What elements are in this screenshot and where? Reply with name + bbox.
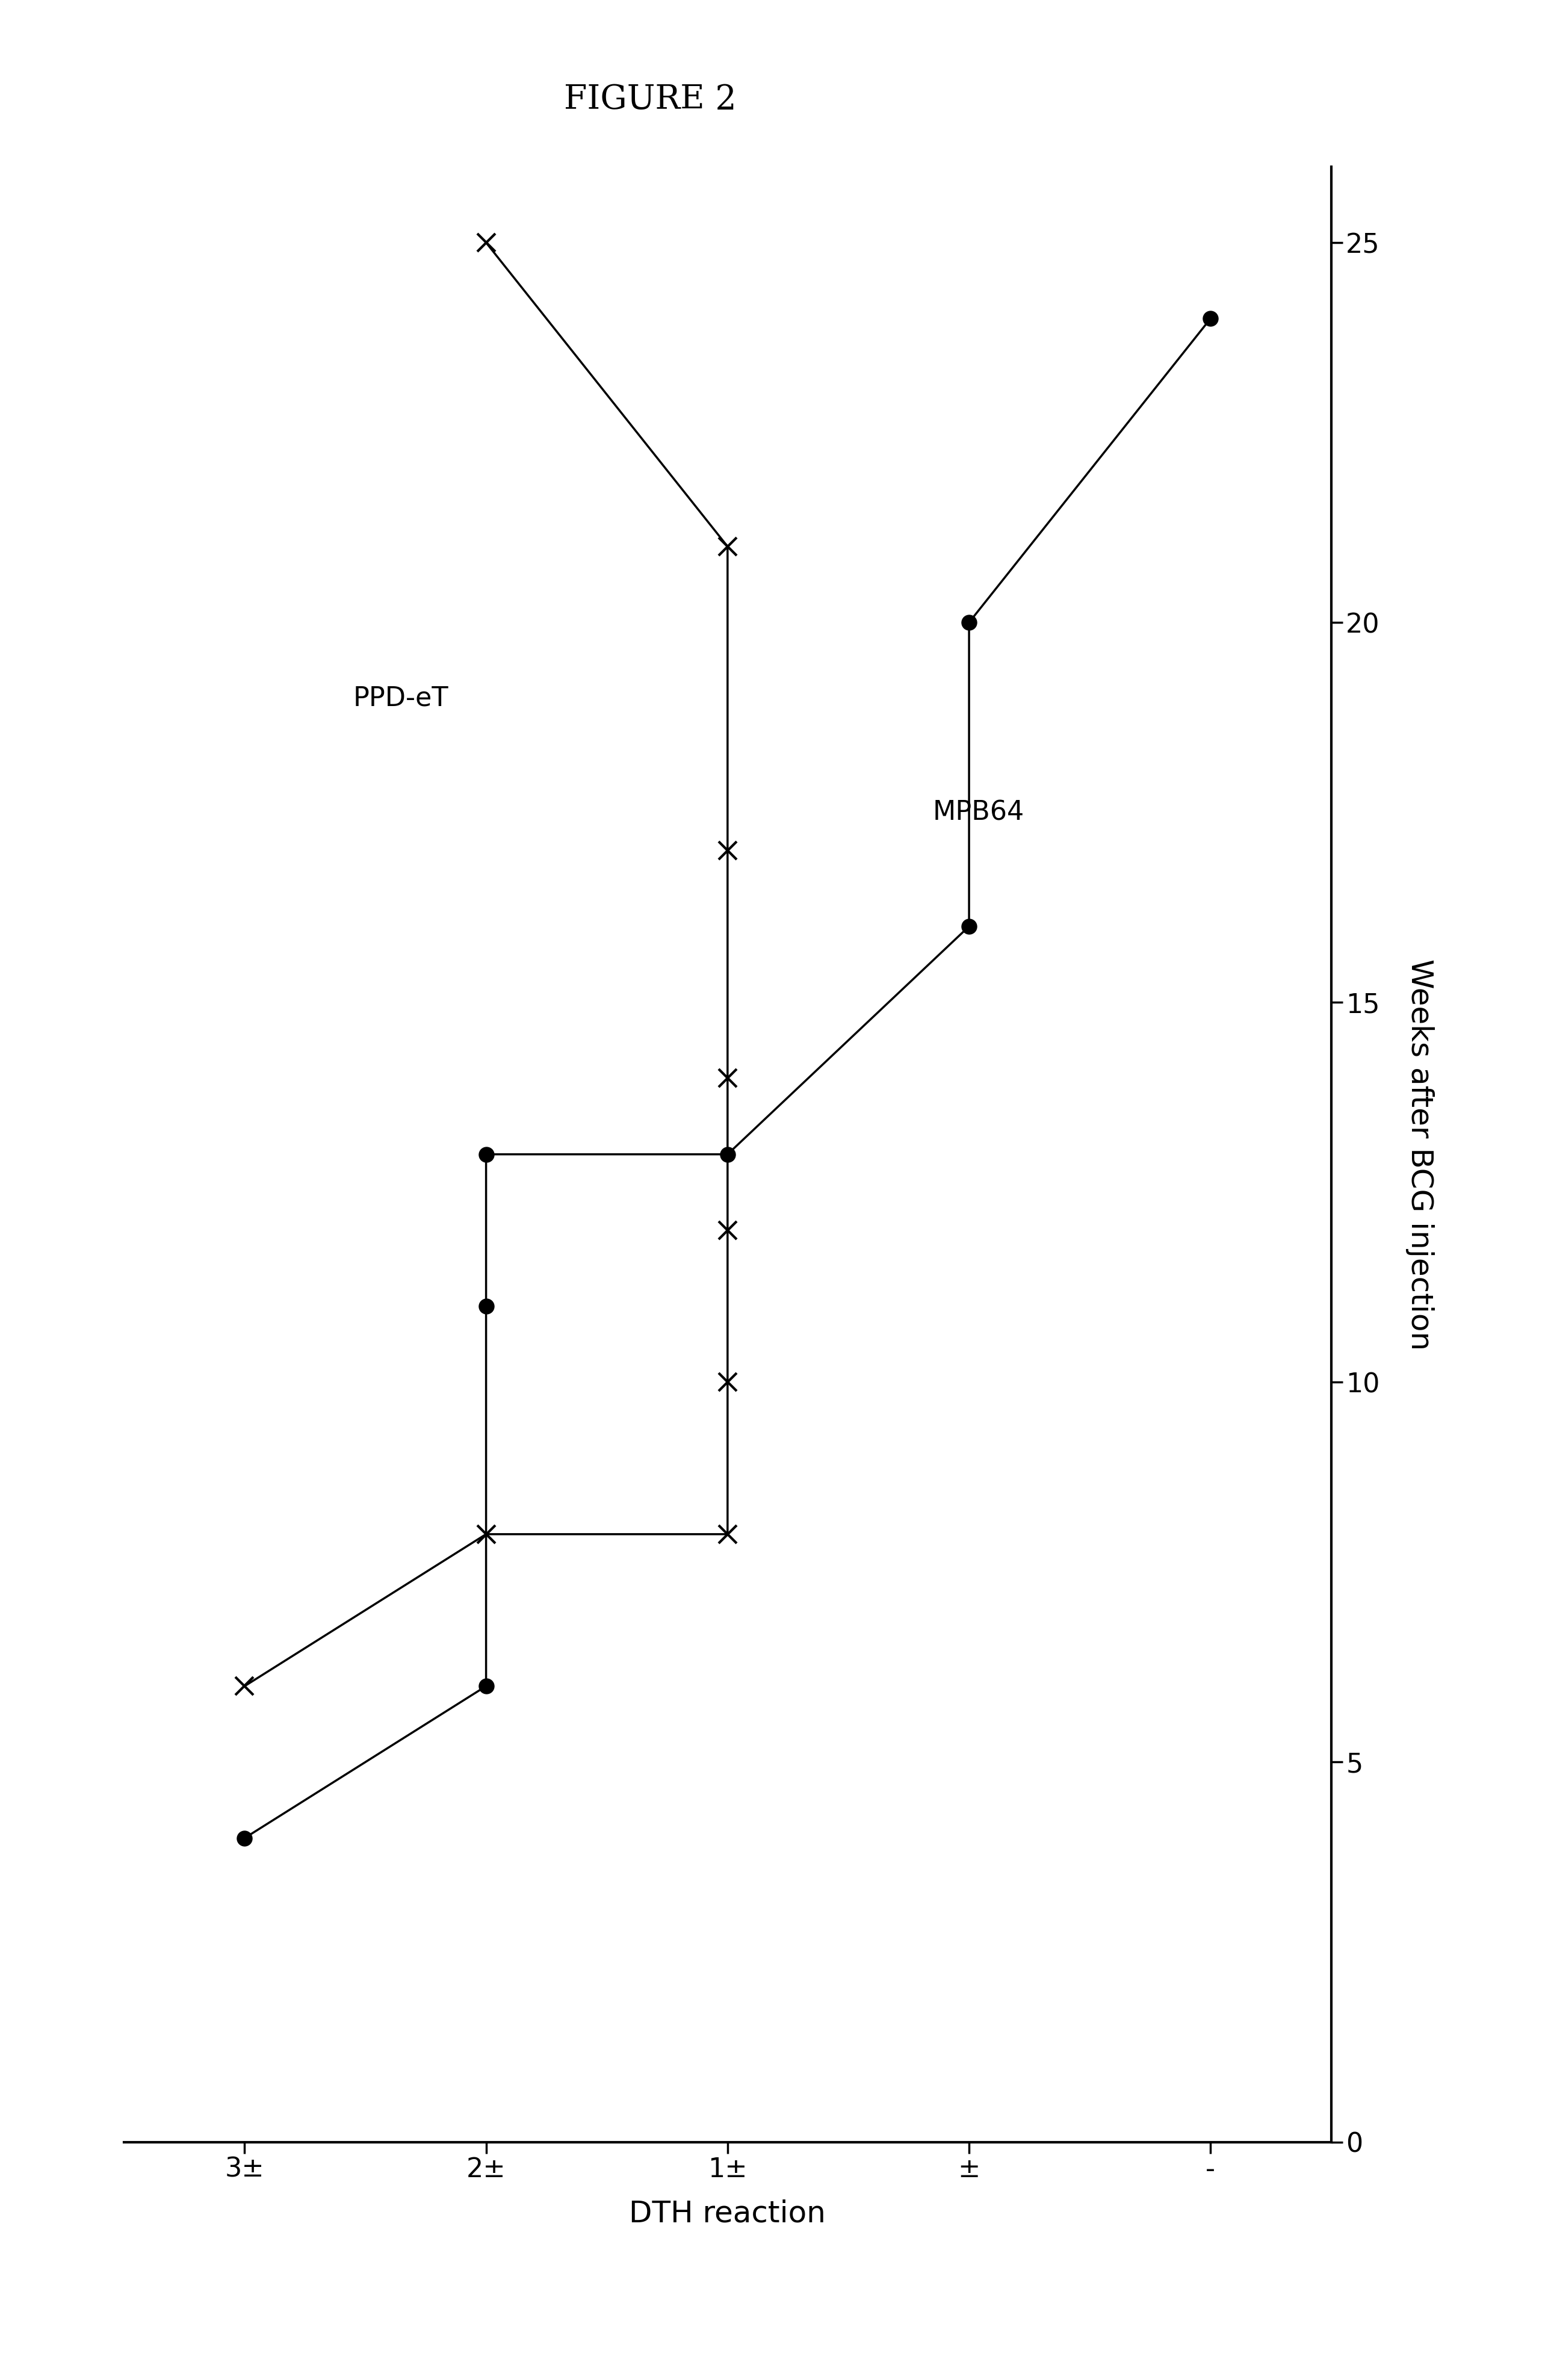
- X-axis label: DTH reaction: DTH reaction: [628, 2199, 827, 2228]
- Text: PPD-eT: PPD-eT: [353, 685, 449, 712]
- Text: FIGURE 2: FIGURE 2: [563, 83, 737, 117]
- Text: MPB64: MPB64: [933, 800, 1025, 826]
- Y-axis label: Weeks after BCG injection: Weeks after BCG injection: [1406, 959, 1433, 1349]
